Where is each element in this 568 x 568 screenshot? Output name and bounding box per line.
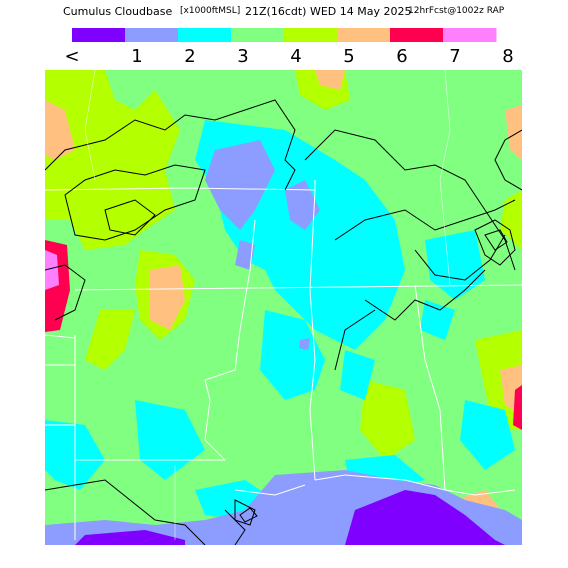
- title-forecast: 12hrFcst@1002z RAP: [408, 6, 505, 16]
- title-product: Cumulus Cloudbase: [63, 5, 173, 18]
- legend-label: 2: [184, 46, 195, 67]
- legend-swatch: [443, 28, 497, 42]
- legend-swatch: [72, 28, 126, 42]
- legend-swatch: [284, 28, 338, 42]
- legend-label: 7: [449, 46, 460, 67]
- legend-label: 6: [396, 46, 407, 67]
- state-boundaries: [45, 180, 522, 540]
- legend-label: <: [64, 46, 79, 67]
- legend-labels: <1 2 3 4 5 6 7 8: [64, 46, 513, 67]
- legend-swatch: [337, 28, 391, 42]
- title-valid-time: 21Z(16cdt) WED 14 May 2025: [245, 5, 412, 18]
- cloudbase-map: [45, 70, 522, 545]
- legend-label: 1: [131, 46, 142, 67]
- legend-label: 3: [237, 46, 248, 67]
- title-units: [x1000ftMSL]: [180, 6, 241, 16]
- legend-label: 8: [502, 46, 513, 67]
- legend-swatch: [231, 28, 285, 42]
- legend-label: 5: [343, 46, 354, 67]
- legend-swatch: [125, 28, 179, 42]
- field-level-7: [45, 250, 59, 290]
- county-lines: [84, 70, 451, 540]
- contour-lines: [45, 99, 522, 545]
- field-level-lt1: [75, 490, 505, 545]
- legend-swatches: [72, 28, 497, 42]
- legend-swatch: [390, 28, 444, 42]
- legend-label: 4: [290, 46, 301, 67]
- legend-swatch: [178, 28, 232, 42]
- field-level-4: [45, 70, 522, 460]
- color-legend: <1 2 3 4 5 6 7 8: [64, 28, 514, 67]
